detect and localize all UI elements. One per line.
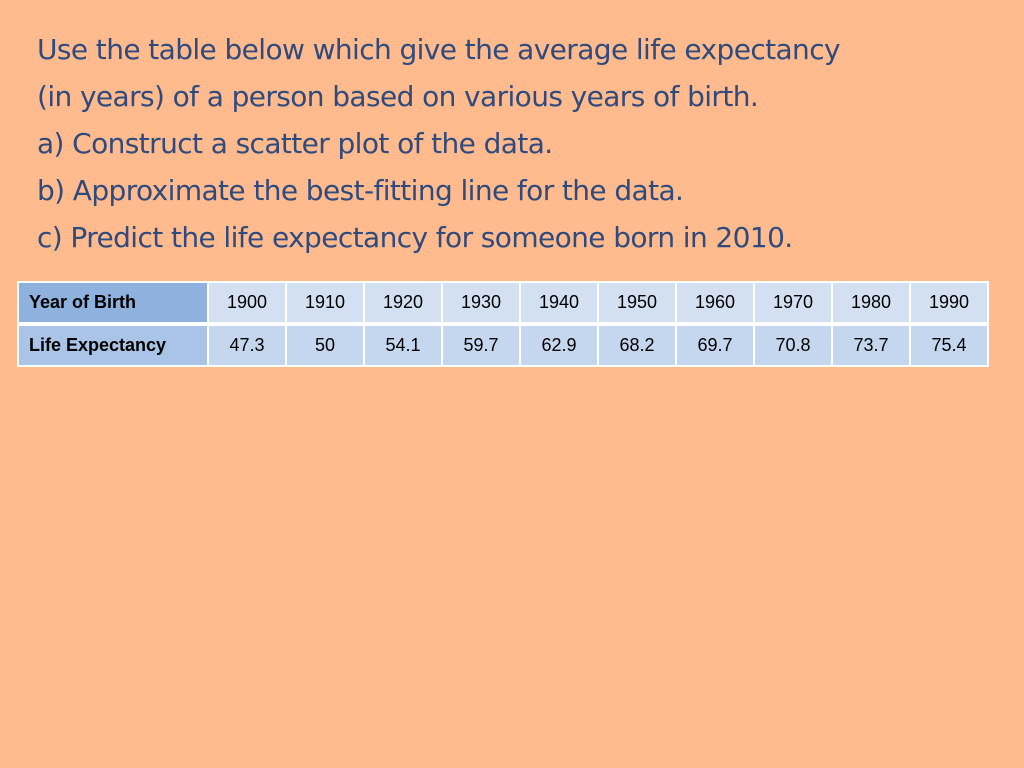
table-cell-life-expectancy: 47.3 [209,324,287,367]
table-row-life-expectancy: Life Expectancy 47.3 50 54.1 59.7 62.9 6… [17,324,989,367]
table-cell-life-expectancy: 69.7 [677,324,755,367]
problem-line-2: (in years) of a person based on various … [37,80,759,113]
table-cell-year: 1990 [911,281,989,324]
table-cell-year: 1980 [833,281,911,324]
table-cell-life-expectancy: 54.1 [365,324,443,367]
problem-line-part-b: b) Approximate the best-fitting line for… [37,174,684,207]
table-cell-year: 1910 [287,281,365,324]
life-expectancy-table: Year of Birth 1900 1910 1920 1930 1940 1… [17,281,989,367]
table-cell-year: 1940 [521,281,599,324]
problem-line-part-a: a) Construct a scatter plot of the data. [37,127,553,160]
table-cell-life-expectancy: 68.2 [599,324,677,367]
table-cell-life-expectancy: 62.9 [521,324,599,367]
row-header-year-of-birth: Year of Birth [17,281,209,324]
table-row-year-of-birth: Year of Birth 1900 1910 1920 1930 1940 1… [17,281,989,324]
row-header-life-expectancy: Life Expectancy [17,324,209,367]
table-cell-year: 1920 [365,281,443,324]
table-cell-year: 1930 [443,281,521,324]
table-cell-year: 1970 [755,281,833,324]
problem-statement: Use the table below which give the avera… [37,26,1007,261]
table-cell-life-expectancy: 70.8 [755,324,833,367]
table-cell-life-expectancy: 59.7 [443,324,521,367]
table-cell-life-expectancy: 50 [287,324,365,367]
table-cell-life-expectancy: 73.7 [833,324,911,367]
problem-line-1: Use the table below which give the avera… [37,33,841,66]
table-cell-year: 1950 [599,281,677,324]
table-cell-year: 1900 [209,281,287,324]
problem-line-part-c: c) Predict the life expectancy for someo… [37,221,793,254]
table-cell-year: 1960 [677,281,755,324]
table-cell-life-expectancy: 75.4 [911,324,989,367]
